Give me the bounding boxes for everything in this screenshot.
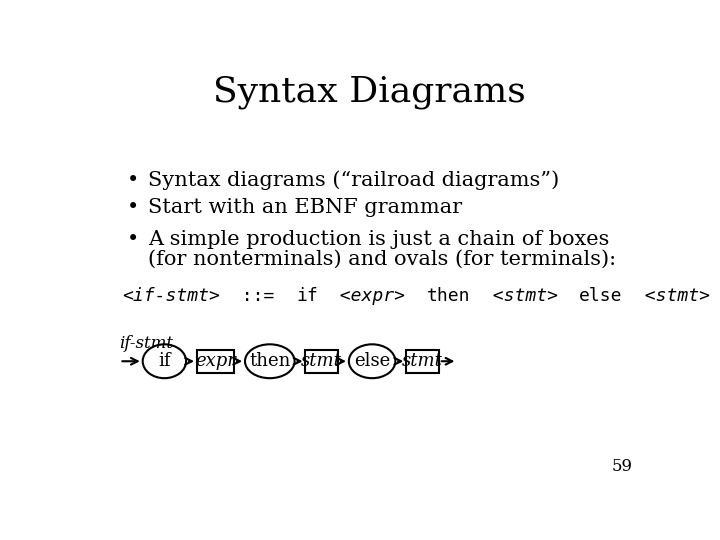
Text: if: if <box>297 287 318 305</box>
Text: A simple production is just a chain of boxes: A simple production is just a chain of b… <box>148 230 610 249</box>
Text: if-stmt: if-stmt <box>120 335 174 352</box>
Text: ::=: ::= <box>220 287 297 305</box>
Text: Start with an EBNF grammar: Start with an EBNF grammar <box>148 198 462 217</box>
Text: Syntax Diagrams: Syntax Diagrams <box>212 75 526 109</box>
Text: •: • <box>127 230 139 249</box>
Text: <if-stmt>: <if-stmt> <box>122 287 220 305</box>
Text: else: else <box>354 352 390 370</box>
Text: Syntax diagrams (“railroad diagrams”): Syntax diagrams (“railroad diagrams”) <box>148 171 559 190</box>
Text: •: • <box>127 171 139 190</box>
Text: then: then <box>249 352 290 370</box>
Text: stmt: stmt <box>301 352 342 370</box>
Text: 59: 59 <box>611 458 632 475</box>
Text: else: else <box>580 287 623 305</box>
Text: if: if <box>158 352 171 370</box>
Text: <expr>: <expr> <box>318 287 427 305</box>
Text: stmt: stmt <box>402 352 443 370</box>
Text: <stmt>: <stmt> <box>471 287 580 305</box>
Text: •: • <box>127 198 139 217</box>
Text: <stmt>: <stmt> <box>623 287 710 305</box>
Text: expr: expr <box>195 352 236 370</box>
Text: (for nonterminals) and ovals (for terminals):: (for nonterminals) and ovals (for termin… <box>148 249 616 268</box>
Text: then: then <box>427 287 471 305</box>
